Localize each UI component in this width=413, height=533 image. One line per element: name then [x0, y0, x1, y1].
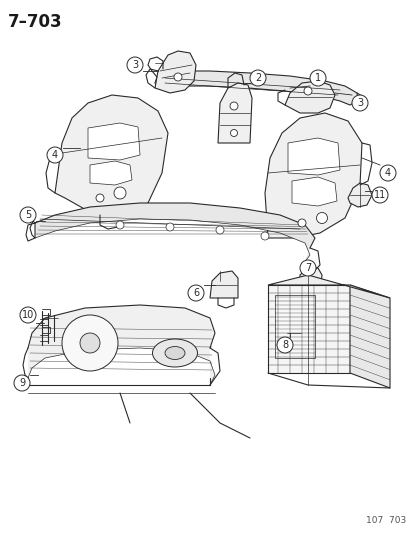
Text: 5: 5: [25, 210, 31, 220]
Circle shape: [316, 213, 327, 223]
Circle shape: [309, 70, 325, 86]
Polygon shape: [88, 123, 140, 160]
Polygon shape: [291, 177, 336, 206]
Polygon shape: [284, 81, 334, 113]
Circle shape: [297, 219, 305, 227]
Text: 1: 1: [314, 73, 320, 83]
Polygon shape: [35, 203, 314, 263]
Text: 2: 2: [254, 73, 261, 83]
Ellipse shape: [165, 346, 185, 359]
Polygon shape: [264, 113, 361, 238]
Circle shape: [20, 207, 36, 223]
Polygon shape: [287, 138, 339, 175]
Polygon shape: [209, 271, 237, 298]
Polygon shape: [90, 161, 132, 185]
Text: 3: 3: [132, 60, 138, 70]
Polygon shape: [299, 268, 321, 298]
Text: 4: 4: [52, 150, 58, 160]
Text: 11: 11: [373, 190, 385, 200]
Circle shape: [216, 226, 223, 234]
Text: 10: 10: [22, 310, 34, 320]
Circle shape: [116, 221, 124, 229]
Circle shape: [303, 87, 311, 95]
Circle shape: [166, 223, 173, 231]
Circle shape: [127, 57, 142, 73]
Circle shape: [379, 165, 395, 181]
Text: 7–703: 7–703: [8, 13, 62, 31]
Circle shape: [276, 337, 292, 353]
Circle shape: [47, 147, 63, 163]
Circle shape: [230, 130, 237, 136]
Circle shape: [230, 102, 237, 110]
Text: 8: 8: [281, 340, 287, 350]
Text: 3: 3: [356, 98, 362, 108]
Circle shape: [96, 194, 104, 202]
Polygon shape: [55, 95, 168, 215]
Circle shape: [62, 315, 118, 371]
Circle shape: [299, 260, 315, 276]
Text: 107  703: 107 703: [365, 516, 405, 525]
Text: 4: 4: [384, 168, 390, 178]
Polygon shape: [284, 315, 302, 345]
Circle shape: [80, 333, 100, 353]
Polygon shape: [218, 83, 252, 143]
Polygon shape: [267, 275, 389, 298]
Polygon shape: [274, 295, 314, 358]
Circle shape: [260, 232, 268, 240]
Polygon shape: [154, 71, 357, 105]
Text: 7: 7: [304, 263, 311, 273]
Circle shape: [371, 187, 387, 203]
Circle shape: [249, 70, 266, 86]
Polygon shape: [349, 285, 389, 388]
Polygon shape: [28, 305, 214, 385]
Polygon shape: [267, 285, 349, 373]
Text: 9: 9: [19, 378, 25, 388]
Ellipse shape: [152, 339, 197, 367]
Polygon shape: [154, 51, 195, 93]
Polygon shape: [347, 183, 371, 207]
Circle shape: [20, 307, 36, 323]
Circle shape: [114, 187, 126, 199]
Circle shape: [351, 95, 367, 111]
Circle shape: [173, 73, 182, 81]
Circle shape: [188, 285, 204, 301]
Text: 6: 6: [192, 288, 199, 298]
Circle shape: [14, 375, 30, 391]
